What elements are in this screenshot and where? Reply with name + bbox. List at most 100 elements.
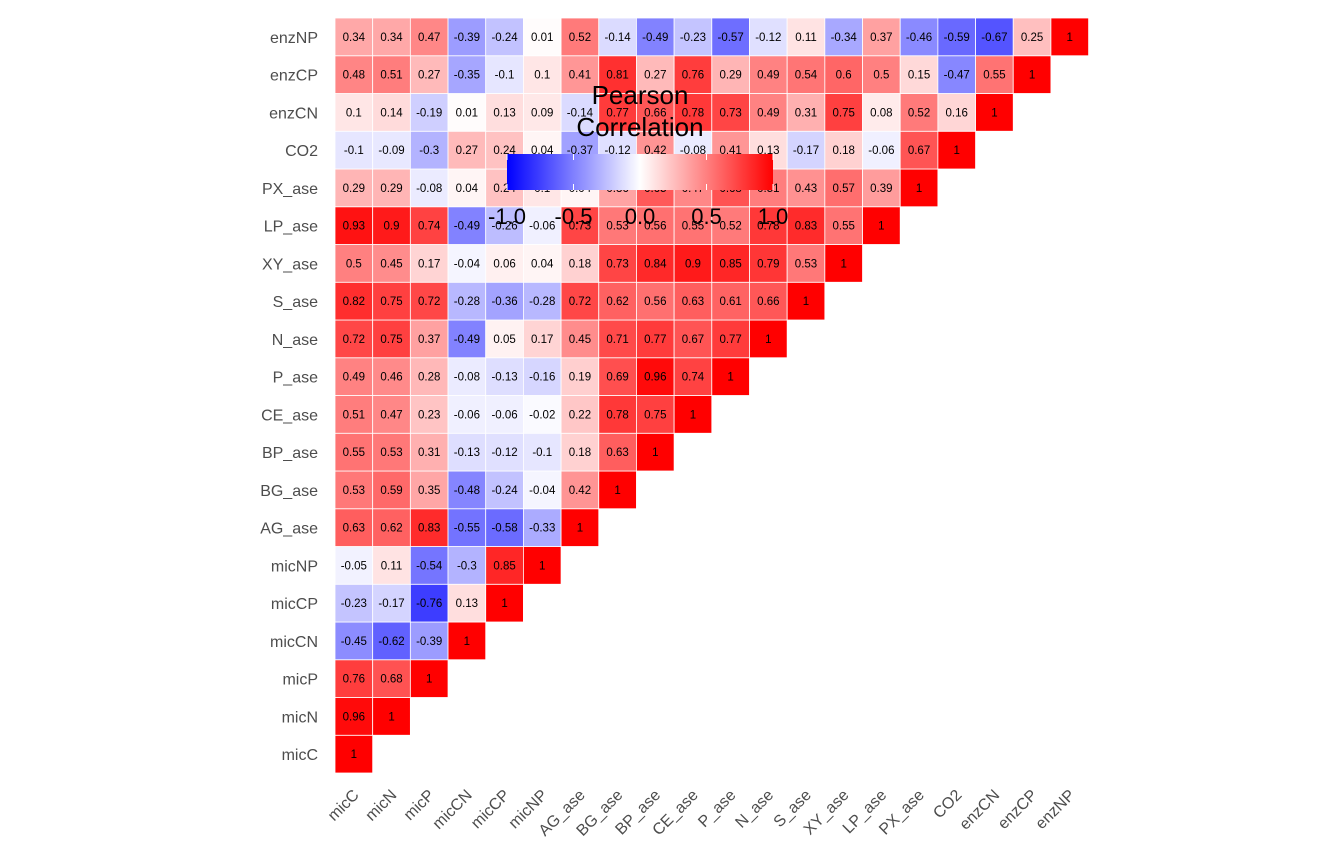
cell-value-label: 0.52 xyxy=(569,32,591,44)
heatmap-cell xyxy=(447,244,487,283)
cell-value-label: 0.6 xyxy=(836,70,852,82)
cell-value-label: 0.01 xyxy=(456,107,478,119)
heatmap-cell xyxy=(598,93,637,132)
y-tick-label: enzCN xyxy=(269,105,318,122)
cell-value-label: 0.74 xyxy=(682,372,705,384)
cell-value-label: 0.53 xyxy=(795,258,817,270)
cell-value-label: 0.29 xyxy=(343,183,365,195)
heatmap-cell xyxy=(636,395,675,434)
cell-value-label: 0.41 xyxy=(569,70,591,82)
heatmap-cell xyxy=(711,55,750,94)
cell-value-label: 0.5 xyxy=(346,258,362,270)
cell-value-label: -0.16 xyxy=(529,372,555,384)
heatmap-cell xyxy=(862,17,901,57)
cell-value-label: 0.29 xyxy=(380,183,402,195)
cell-value-label: 0.96 xyxy=(343,711,365,723)
heatmap-cell xyxy=(334,17,374,57)
heatmap-cell xyxy=(372,432,411,472)
cell-value-label: 0.05 xyxy=(493,334,515,346)
heatmap-cell xyxy=(824,244,863,283)
cell-value-label: 0.37 xyxy=(870,32,892,44)
cell-value-label: -0.28 xyxy=(454,296,480,308)
heatmap-cell xyxy=(372,206,411,245)
cell-value-label: 0.93 xyxy=(343,221,365,233)
cell-value-label: 0.75 xyxy=(832,107,854,119)
heatmap-cell xyxy=(523,546,562,585)
heatmap-cell xyxy=(598,55,637,94)
cell-value-label: 1 xyxy=(351,749,357,761)
cell-value-label: 1 xyxy=(1029,70,1035,82)
cell-value-label: -0.13 xyxy=(491,372,517,384)
y-tick-label: AG_ase xyxy=(260,521,318,538)
heatmap-cell xyxy=(786,130,826,170)
cell-value-label: 0.17 xyxy=(531,334,553,346)
cell-value-label: 0.39 xyxy=(870,183,892,195)
cell-value-label: 0.85 xyxy=(493,560,515,572)
heatmap-cell xyxy=(485,357,524,396)
heatmap-cell xyxy=(899,17,939,57)
heatmap-cell xyxy=(975,17,1014,57)
cell-value-label: 0.18 xyxy=(569,258,591,270)
heatmap-cell xyxy=(372,357,411,396)
cell-value-label: 0.18 xyxy=(832,145,854,157)
cell-value-label: -0.45 xyxy=(341,636,367,648)
cell-value-label: -0.62 xyxy=(378,636,404,648)
cell-value-label: -0.1 xyxy=(344,145,364,157)
heatmap-cell xyxy=(1050,17,1090,57)
heatmap-cell xyxy=(409,395,449,434)
cell-value-label: -0.12 xyxy=(755,32,781,44)
heatmap-cell xyxy=(372,93,411,132)
heatmap-cell xyxy=(711,357,750,396)
cell-value-label: 1 xyxy=(840,258,846,270)
cell-value-label: 0.78 xyxy=(757,221,779,233)
y-tick-label: CO2 xyxy=(285,143,318,160)
cell-value-label: -0.02 xyxy=(529,409,555,421)
cell-value-label: 1 xyxy=(803,296,809,308)
heatmap-cell xyxy=(523,93,562,132)
cell-value-label: 0.23 xyxy=(418,409,440,421)
cell-value-label: 1 xyxy=(501,598,507,610)
heatmap-cell xyxy=(711,281,750,321)
cell-value-label: 1 xyxy=(727,372,733,384)
heatmap-cell xyxy=(334,697,374,736)
cell-value-label: 1 xyxy=(690,409,696,421)
y-tick-label: CE_ase xyxy=(261,407,318,424)
cell-value-label: -0.49 xyxy=(454,334,480,346)
heatmap-cell xyxy=(598,395,637,434)
cell-value-label: 0.01 xyxy=(531,32,553,44)
cell-value-label: -0.54 xyxy=(416,560,443,572)
cell-value-label: 0.84 xyxy=(644,258,667,270)
heatmap-cell xyxy=(636,93,675,132)
heatmap-cell xyxy=(786,55,826,94)
cell-value-label: -0.33 xyxy=(529,523,555,535)
cell-value-label: 0.04 xyxy=(456,183,479,195)
y-tick-label: XY_ase xyxy=(262,256,318,273)
cell-value-label: 0.17 xyxy=(418,258,440,270)
cell-value-label: -0.06 xyxy=(868,145,894,157)
cell-value-label: 0.63 xyxy=(682,296,704,308)
cell-value-label: 0.78 xyxy=(606,409,628,421)
cell-value-label: 0.31 xyxy=(418,447,440,459)
cell-value-label: -0.13 xyxy=(454,447,480,459)
y-tick-label: S_ase xyxy=(273,294,318,311)
cell-value-label: 0.76 xyxy=(682,70,704,82)
cell-value-label: -0.08 xyxy=(454,372,480,384)
heatmap-cell xyxy=(636,281,675,321)
cell-value-label: 0.61 xyxy=(719,296,741,308)
cell-value-label: 0.66 xyxy=(644,107,666,119)
cell-value-label: 1 xyxy=(765,334,771,346)
cell-value-label: 0.96 xyxy=(644,372,666,384)
cell-value-label: 0.72 xyxy=(569,296,591,308)
heatmap-cell xyxy=(372,17,411,57)
y-tick-label: micP xyxy=(282,672,318,689)
cell-value-label: 1 xyxy=(464,636,470,648)
heatmap-cell xyxy=(372,395,411,434)
cell-value-label: 0.47 xyxy=(418,32,440,44)
heatmap-cell xyxy=(485,432,524,472)
cell-value-label: 0.37 xyxy=(418,334,440,346)
heatmap-cell xyxy=(824,130,863,170)
cell-value-label: 0.77 xyxy=(606,107,628,119)
cell-value-label: -0.55 xyxy=(454,523,480,535)
y-tick-label: LP_ase xyxy=(264,219,318,236)
heatmap-cell xyxy=(372,130,411,170)
